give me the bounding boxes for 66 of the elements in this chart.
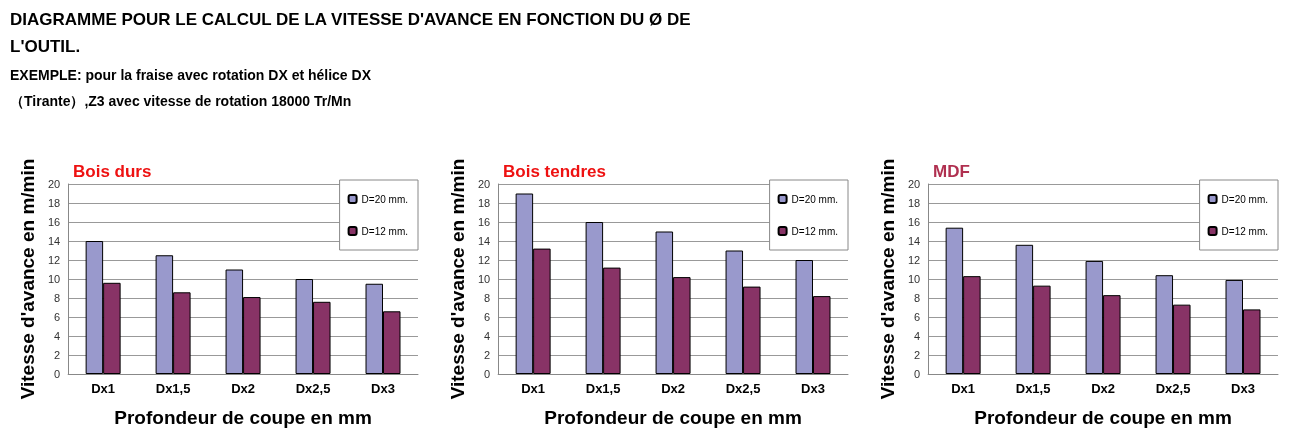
x-axis-title: Profondeur de coupe en mm bbox=[544, 407, 802, 428]
x-tick-label: Dx3 bbox=[371, 381, 395, 396]
y-tick-label: 16 bbox=[477, 216, 491, 228]
y-tick-label: 18 bbox=[47, 197, 61, 209]
x-tick-label: Dx1 bbox=[91, 381, 116, 396]
x-tick-label: Dx2,5 bbox=[295, 381, 331, 396]
y-tick-label: 4 bbox=[54, 330, 61, 342]
x-tick-label: Dx2,5 bbox=[725, 381, 761, 396]
legend-label: D=20 mm. bbox=[361, 193, 408, 205]
y-tick-label: 8 bbox=[484, 292, 491, 304]
text: EXEMPLE: pour la fraise avec rotation DX et hélice DX bbox=[10, 66, 372, 85]
x-tick-label: Dx2 bbox=[661, 381, 685, 396]
x-tick-label: Dx1 bbox=[521, 381, 546, 396]
chart-title: Bois durs bbox=[73, 162, 152, 181]
legend-label: D=12 mm. bbox=[791, 225, 838, 237]
y-tick-label: 14 bbox=[477, 235, 491, 247]
chart-title: MDF bbox=[933, 162, 970, 181]
y-tick-label: 2 bbox=[914, 349, 921, 361]
y-tick-label: 10 bbox=[477, 273, 491, 285]
y-tick-label: 16 bbox=[907, 216, 921, 228]
y-axis-title: Vitesse d'avance en m/min bbox=[877, 158, 898, 400]
y-tick-label: 16 bbox=[47, 216, 61, 228]
y-tick-label: 6 bbox=[54, 311, 61, 323]
x-tick-label: Dx2 bbox=[1091, 381, 1115, 396]
y-tick-label: 0 bbox=[54, 368, 61, 380]
y-tick-label: 2 bbox=[484, 349, 491, 361]
legend-label: D=20 mm. bbox=[791, 193, 838, 205]
x-tick-label: Dx3 bbox=[801, 381, 825, 396]
y-tick-label: 20 bbox=[47, 178, 61, 190]
y-tick-label: 20 bbox=[907, 178, 921, 190]
y-tick-label: 18 bbox=[907, 197, 921, 209]
y-tick-label: 0 bbox=[914, 368, 921, 380]
y-tick-label: 10 bbox=[907, 273, 921, 285]
legend-label: D=12 mm. bbox=[1221, 225, 1268, 237]
x-tick-label: Dx3 bbox=[1231, 381, 1255, 396]
x-axis-title: Profondeur de coupe en mm bbox=[114, 407, 372, 428]
y-tick-label: 2 bbox=[54, 349, 61, 361]
x-tick-label: Dx2 bbox=[231, 381, 255, 396]
y-axis-title: Vitesse d'avance en m/min bbox=[447, 158, 468, 400]
legend-label: D=12 mm. bbox=[361, 225, 408, 237]
y-tick-label: 12 bbox=[47, 254, 61, 266]
y-tick-label: 8 bbox=[54, 292, 61, 304]
chart-title: Bois tendres bbox=[503, 162, 606, 181]
y-tick-label: 0 bbox=[484, 368, 491, 380]
y-tick-label: 18 bbox=[477, 197, 491, 209]
y-tick-label: 8 bbox=[914, 292, 921, 304]
legend-label: D=20 mm. bbox=[1221, 193, 1268, 205]
y-tick-label: 20 bbox=[477, 178, 491, 190]
x-axis-title: Profondeur de coupe en mm bbox=[974, 407, 1232, 428]
text: DIAGRAMME POUR LE CALCUL DE LA VITESSE D'AVANCE EN FONCTION DU Ø DE L'OUTIL. bbox=[10, 9, 692, 58]
y-tick-label: 4 bbox=[914, 330, 921, 342]
x-tick-label: Dx1,5 bbox=[155, 381, 191, 396]
y-tick-label: 6 bbox=[914, 311, 921, 323]
y-tick-label: 14 bbox=[907, 235, 921, 247]
y-tick-label: 12 bbox=[907, 254, 921, 266]
x-tick-label: Dx1,5 bbox=[585, 381, 621, 396]
x-tick-label: Dx2,5 bbox=[1155, 381, 1191, 396]
y-tick-label: 4 bbox=[484, 330, 491, 342]
y-tick-label: 14 bbox=[47, 235, 61, 247]
text: （Tirante）,Z3 avec vitesse de rotation 18000 Tr/Mn bbox=[10, 92, 353, 111]
x-tick-label: Dx1 bbox=[951, 381, 976, 396]
x-tick-label: Dx1,5 bbox=[1015, 381, 1051, 396]
y-axis-title: Vitesse d'avance en m/min bbox=[17, 158, 38, 400]
y-tick-label: 10 bbox=[47, 273, 61, 285]
y-tick-label: 6 bbox=[484, 311, 491, 323]
y-tick-label: 12 bbox=[477, 254, 491, 266]
